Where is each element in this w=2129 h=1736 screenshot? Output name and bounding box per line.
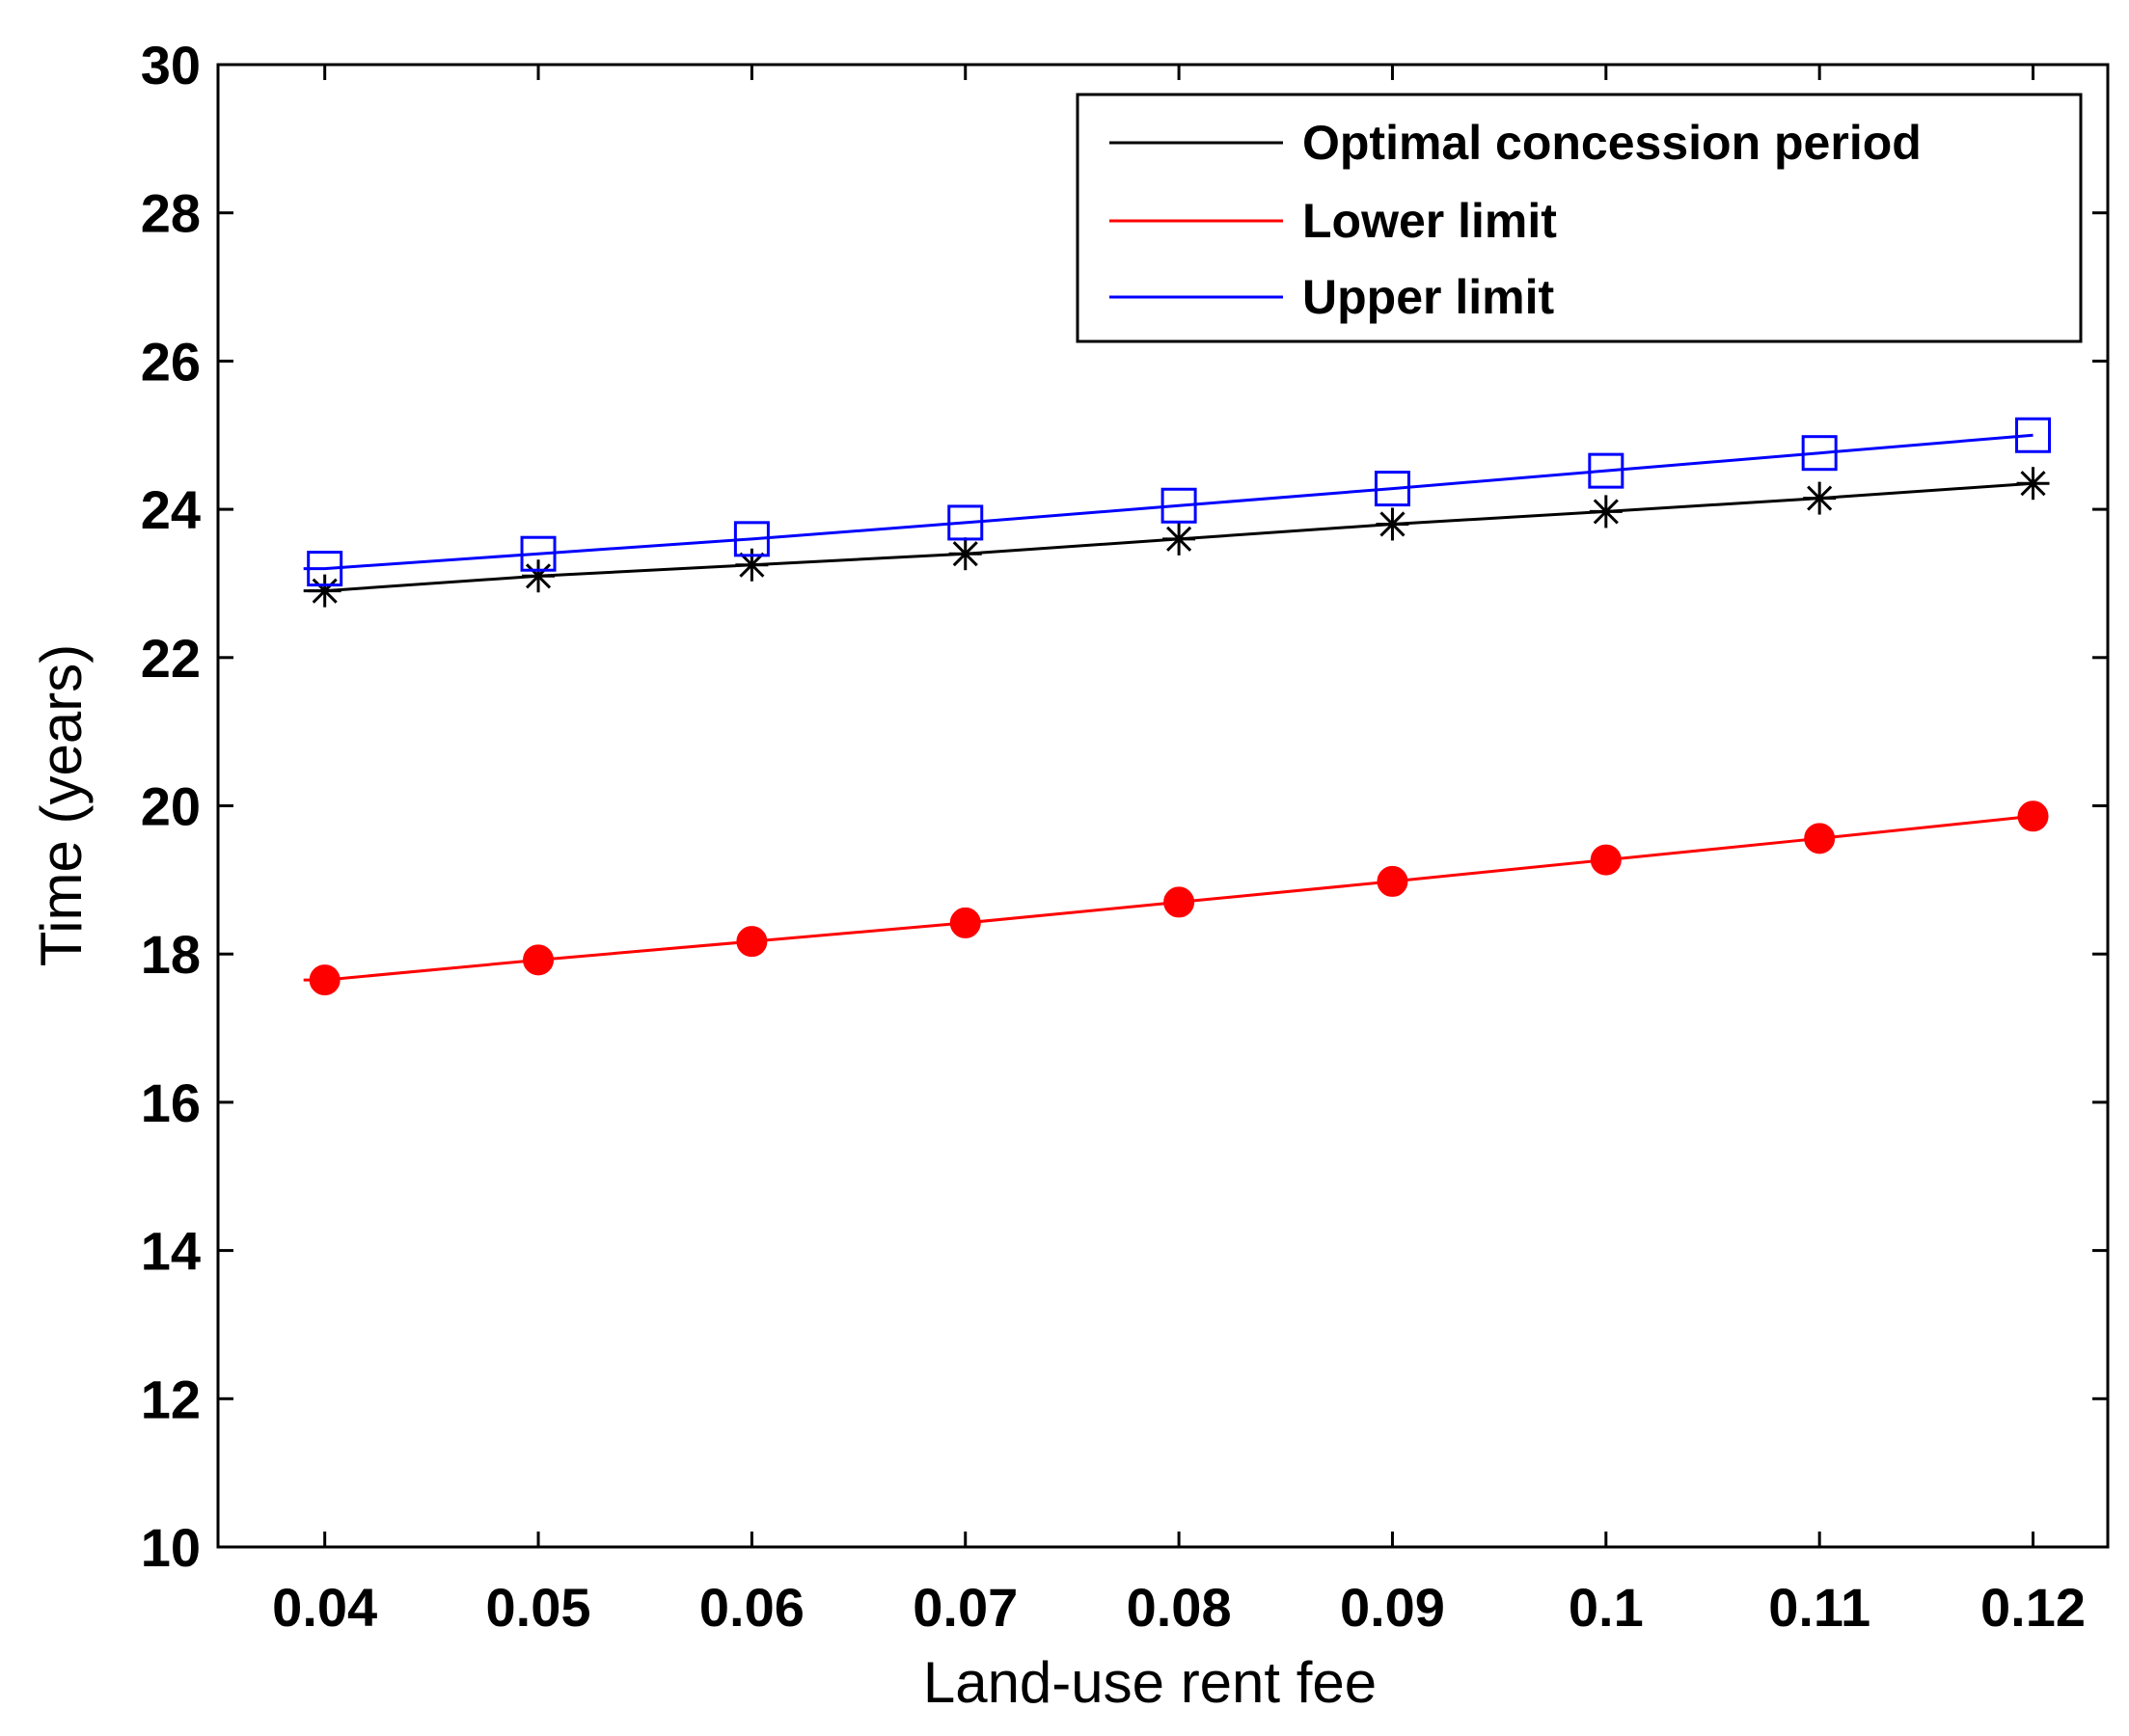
- data-point: [735, 548, 769, 582]
- legend-box: [1076, 93, 2083, 343]
- y-tick-label: 20: [141, 776, 201, 837]
- data-point: [2015, 417, 2052, 453]
- y-tick-label: 16: [141, 1072, 201, 1133]
- data-point: [1377, 865, 1408, 897]
- series-1: [303, 800, 2049, 996]
- y-tick-label: 18: [141, 924, 201, 985]
- x-tick-label: 0.05: [486, 1577, 591, 1638]
- data-point: [2016, 467, 2050, 501]
- data-point: [1374, 471, 1410, 507]
- data-point: [733, 521, 770, 557]
- data-point: [1801, 435, 1838, 472]
- y-tick-label: 24: [141, 479, 201, 540]
- data-point: [1589, 495, 1623, 529]
- data-point: [309, 964, 341, 996]
- legend-label-lower: Lower limit: [1302, 194, 1557, 248]
- data-point: [948, 537, 982, 571]
- y-tick-label: 28: [141, 183, 201, 244]
- data-point: [308, 574, 341, 608]
- legend: Optimal concession period Lower limit Up…: [1076, 93, 2083, 343]
- legend-label-upper: Upper limit: [1302, 270, 1554, 324]
- y-tick-label: 30: [141, 35, 201, 95]
- series-2: [303, 417, 2052, 587]
- y-tick-label: 10: [141, 1517, 201, 1578]
- data-point: [1163, 886, 1195, 918]
- x-tick-label: 0.06: [699, 1577, 805, 1638]
- data-point: [1804, 823, 1836, 854]
- x-tick-label: 0.11: [1768, 1577, 1870, 1638]
- y-tick-labels: 10 12 14 16 18 20 22 24 26 28 30: [141, 35, 201, 1578]
- data-point: [1160, 487, 1197, 524]
- data-point: [949, 907, 981, 938]
- x-tick-label: 0.12: [1980, 1577, 2086, 1638]
- x-axis-label: Land-use rent fee: [923, 1650, 1377, 1715]
- x-tick-label: 0.04: [272, 1577, 377, 1638]
- data-point: [1588, 452, 1624, 489]
- data-point: [307, 551, 343, 587]
- data-point: [736, 926, 768, 958]
- x-tick-label: 0.1: [1569, 1577, 1644, 1638]
- data-point: [1590, 844, 1622, 876]
- y-tick-label: 26: [141, 331, 201, 392]
- data-point: [522, 559, 556, 593]
- x-tick-label: 0.07: [913, 1577, 1018, 1638]
- y-axis-label: Time (years): [29, 644, 94, 966]
- x-tick-label: 0.09: [1340, 1577, 1445, 1638]
- data-point: [2017, 800, 2049, 832]
- x-tick-labels: 0.04 0.05 0.06 0.07 0.08 0.09 0.1 0.11 0.12: [272, 1577, 2086, 1638]
- data-point: [523, 944, 555, 976]
- data-point: [1162, 522, 1196, 556]
- series-line: [303, 814, 2033, 982]
- y-tick-label: 22: [141, 628, 201, 689]
- series-layer: [303, 417, 2052, 996]
- data-point: [1376, 507, 1409, 541]
- series-0: [303, 467, 2050, 608]
- data-point: [947, 504, 984, 541]
- data-point: [1803, 481, 1837, 515]
- plot-area-frame: [216, 63, 2110, 1549]
- x-tick-label: 0.08: [1127, 1577, 1232, 1638]
- series-line: [303, 433, 2033, 571]
- data-point: [520, 535, 557, 572]
- y-tick-label: 12: [141, 1369, 201, 1429]
- y-tick-label: 14: [141, 1221, 201, 1282]
- series-line: [303, 481, 2033, 593]
- legend-label-optimal: Optimal concession period: [1302, 116, 1922, 170]
